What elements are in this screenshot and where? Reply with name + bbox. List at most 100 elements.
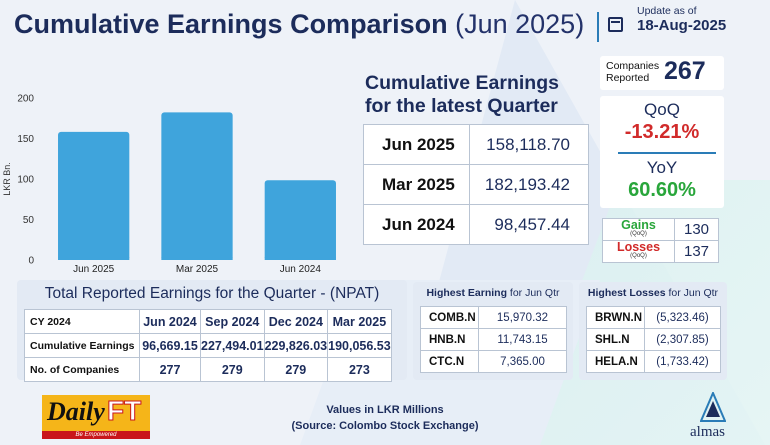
update-date: 18-Aug-2025 xyxy=(637,17,727,34)
companies-reported-count: 267 xyxy=(664,57,706,85)
ticker-cell: CTC.N xyxy=(420,350,479,373)
page-title: Cumulative Earnings Comparison (Jun 2025… xyxy=(14,9,584,40)
gains-sublabel: (QoQ) xyxy=(630,230,647,237)
title-bold: Highest Earning xyxy=(426,287,507,299)
dailyft-logo: Daily FT Be Empowered xyxy=(42,395,150,439)
value-cell: 7,365.00 xyxy=(478,350,567,373)
row-label: Cumulative Earnings xyxy=(24,333,140,358)
logo-daily-text: Daily xyxy=(47,397,105,426)
table-cell: 273 xyxy=(327,357,392,382)
table-cell: 96,669.15 xyxy=(139,333,201,358)
y-tick-label: 150 xyxy=(17,134,34,145)
ticker-cell: COMB.N xyxy=(420,306,479,329)
highest-earning-table: COMB.N 15,970.32 HNB.N 11,743.15 CTC.N 7… xyxy=(420,306,567,373)
gains-label: Gains xyxy=(621,217,656,232)
npat-panel: Total Reported Earnings for the Quarter … xyxy=(17,280,407,382)
losses-value: 137 xyxy=(674,240,719,263)
table-row: HELA.N (1,733.42) xyxy=(586,350,721,373)
npat-table: CY 2024 Jun 2024 Sep 2024 Dec 2024 Mar 2… xyxy=(24,309,392,382)
x-tick-label: Jun 2024 xyxy=(280,264,322,275)
latest-quarter-table: Jun 2025 158,118.70 Mar 2025 182,193.42 … xyxy=(363,124,589,245)
header-cell: Dec 2024 xyxy=(263,309,329,334)
table-row: Cumulative Earnings 96,669.15 227,494.01… xyxy=(24,333,392,358)
value-cell: (5,323.46) xyxy=(644,306,721,329)
y-tick-label: 0 xyxy=(28,256,34,267)
ticker-cell: SHL.N xyxy=(586,328,645,351)
table-row: CTC.N 7,365.00 xyxy=(420,350,567,373)
bar-base xyxy=(58,257,130,260)
header-cell: Sep 2024 xyxy=(200,309,265,334)
highest-earning-panel: Highest Earning for Jun Qtr COMB.N 15,97… xyxy=(413,282,573,380)
label-line: Companies xyxy=(606,60,660,72)
table-row: Mar 2025 182,193.42 xyxy=(363,164,589,205)
losses-label-cell: Losses (QoQ) xyxy=(602,239,675,263)
table-row: Gains (QoQ) 130 xyxy=(602,217,719,241)
value-cell: (2,307.85) xyxy=(644,328,721,351)
table-row: COMB.N 15,970.32 xyxy=(420,306,567,329)
table-cell: 279 xyxy=(263,357,329,382)
value-cell: 11,743.15 xyxy=(478,328,567,351)
yoy-value: 60.60% xyxy=(628,179,696,201)
value-cell: (1,733.42) xyxy=(644,350,721,373)
table-cell: 279 xyxy=(200,357,265,382)
earnings-bar-chart: LKR Bn. 0 50 100 150 200 Jun 2025 Mar 2025 Jun 2… xyxy=(0,85,360,280)
value-cell: 158,118.70 xyxy=(469,124,589,165)
title-rest: for Jun Qtr xyxy=(668,287,719,299)
period-cell: Mar 2025 xyxy=(363,164,470,205)
qoq-value: -13.21% xyxy=(624,121,700,143)
logo-bar xyxy=(42,431,150,439)
qoq-label: QoQ xyxy=(644,100,680,119)
value-cell: 98,457.44 xyxy=(469,204,589,245)
logo-background xyxy=(42,395,150,431)
table-row: Jun 2025 158,118.70 xyxy=(363,124,589,165)
value-cell: 182,193.42 xyxy=(469,164,589,205)
gains-label-cell: Gains (QoQ) xyxy=(602,217,675,241)
highest-losses-title: Highest Losses for Jun Qtr xyxy=(579,287,727,299)
y-tick-label: 50 xyxy=(23,215,35,226)
title-period: (Jun 2025) xyxy=(455,9,585,39)
ticker-cell: HNB.N xyxy=(420,328,479,351)
x-tick-label: Jun 2025 xyxy=(73,264,115,275)
highest-losses-panel: Highest Losses for Jun Qtr BRWN.N (5,323… xyxy=(579,282,727,380)
table-row: Losses (QoQ) 137 xyxy=(602,239,719,263)
bar xyxy=(264,180,336,260)
yoy-label: YoY xyxy=(646,158,678,177)
header-divider xyxy=(597,12,599,42)
ticker-cell: HELA.N xyxy=(586,350,645,373)
update-label: Update as of xyxy=(637,5,697,17)
logo-ft-text: FT xyxy=(106,395,142,427)
table-row: SHL.N (2,307.85) xyxy=(586,328,721,351)
latest-title-line2: for the latest Quarter xyxy=(365,95,558,117)
title-bold: Highest Losses xyxy=(587,287,666,299)
value-cell: 15,970.32 xyxy=(478,306,567,329)
almas-logo-icon xyxy=(700,392,726,422)
losses-label: Losses xyxy=(616,239,661,254)
table-row: Jun 2024 98,457.44 xyxy=(363,204,589,245)
almas-logo-text: almas xyxy=(690,424,725,440)
y-axis-label: LKR Bn. xyxy=(2,162,12,196)
units-note: Values in LKR Millions xyxy=(326,404,444,416)
source-note: (Source: Colombo Stock Exchange) xyxy=(291,420,479,432)
bar xyxy=(161,112,233,260)
table-cell: 229,826.03 xyxy=(263,333,329,358)
row-label: No. of Companies xyxy=(24,357,140,382)
title-main: Cumulative Earnings Comparison xyxy=(14,9,448,39)
table-cell: 227,494.01 xyxy=(200,333,265,358)
bar xyxy=(58,131,130,260)
table-row: BRWN.N (5,323.46) xyxy=(586,306,721,329)
highest-losses-table: BRWN.N (5,323.46) SHL.N (2,307.85) HELA.… xyxy=(586,306,721,373)
companies-reported-label: Companies Reported xyxy=(606,60,659,84)
bar-base xyxy=(161,257,233,260)
ticker-cell: BRWN.N xyxy=(586,306,645,329)
gains-value: 130 xyxy=(674,218,719,241)
table-row: HNB.N 11,743.15 xyxy=(420,328,567,351)
table-header-row: CY 2024 Jun 2024 Sep 2024 Dec 2024 Mar 2… xyxy=(24,309,392,334)
bar-base xyxy=(264,257,336,260)
logo-tagline: Be Empowered xyxy=(75,432,117,438)
period-cell: Jun 2025 xyxy=(363,124,470,165)
highest-earning-title: Highest Earning for Jun Qtr xyxy=(413,287,573,299)
losses-sublabel: (QoQ) xyxy=(630,252,647,259)
label-line: Reported xyxy=(606,72,650,84)
y-tick-label: 100 xyxy=(17,175,34,186)
header-cell: Mar 2025 xyxy=(327,309,392,334)
